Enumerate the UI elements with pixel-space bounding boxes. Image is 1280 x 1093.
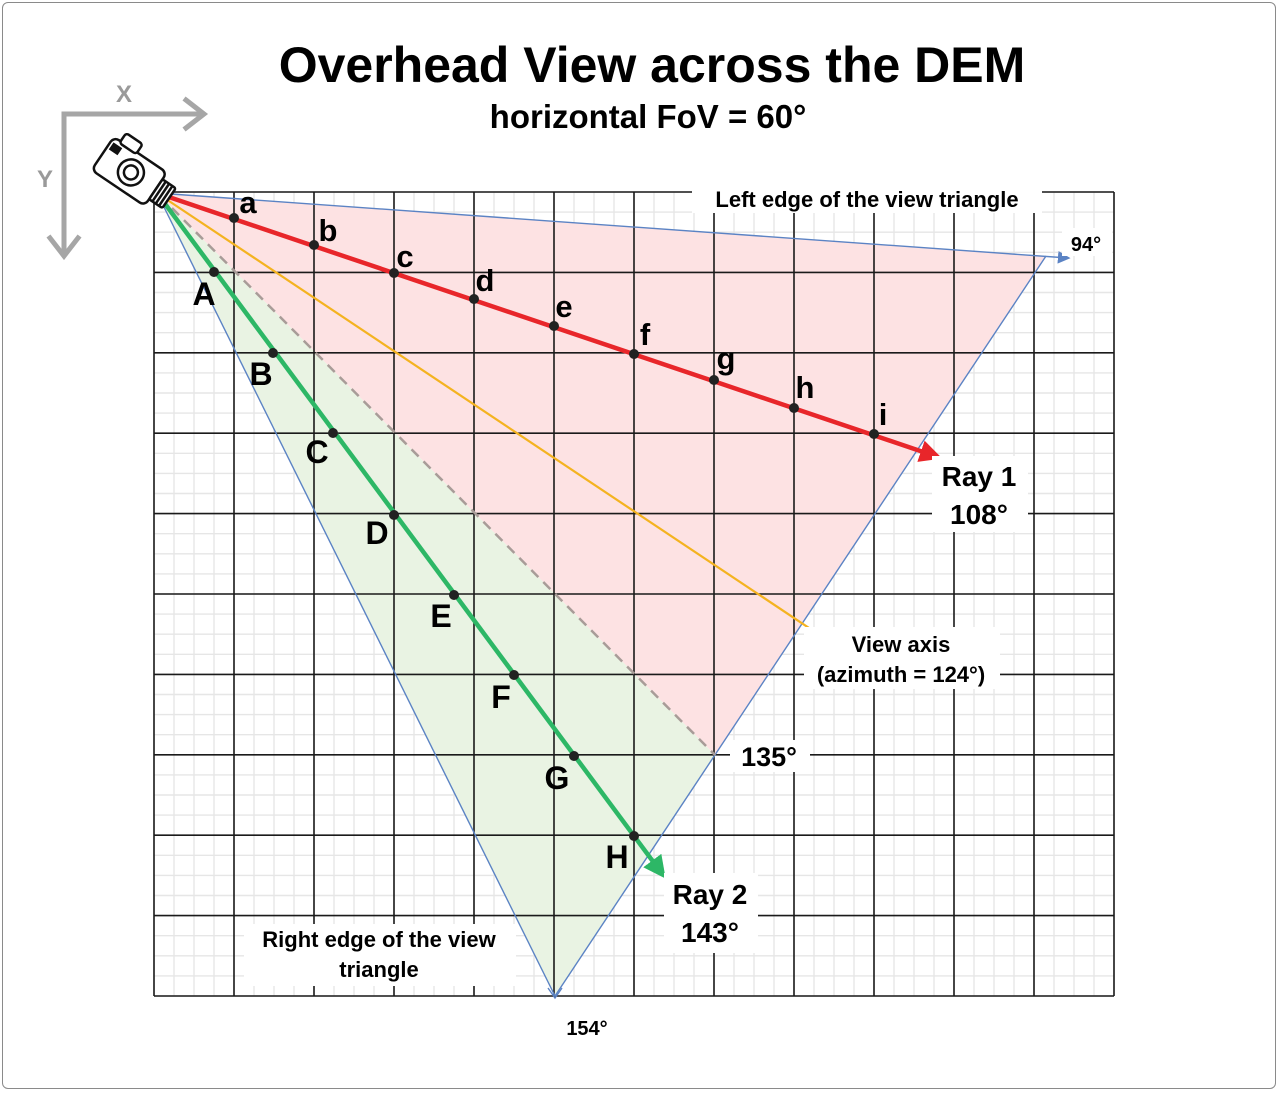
ray1-azimuth: 108° — [950, 499, 1008, 530]
ray2-label-B: B — [249, 356, 272, 392]
ray2-point-G — [569, 751, 579, 761]
ray2-label-D: D — [365, 515, 388, 551]
ray2-label-C: C — [305, 434, 328, 470]
ray2-point-F — [509, 670, 519, 680]
ray1-point-d — [469, 294, 479, 304]
ray2-label-H: H — [605, 839, 628, 875]
ray2-point-E — [449, 590, 459, 600]
view-axis-line — [156, 192, 833, 644]
ray2-line — [155, 191, 666, 879]
major-grid — [153, 191, 1115, 997]
ray2-point-D — [389, 510, 399, 520]
ray1-point-i — [869, 429, 879, 439]
y-axis-label: Y — [37, 166, 53, 193]
ray2-point-C — [328, 428, 338, 438]
ray2-point-B — [268, 348, 278, 358]
ray1-label-d: d — [476, 263, 495, 298]
ray1-label-h: h — [796, 370, 815, 405]
ray2-label-G: G — [545, 760, 570, 796]
x-axis-label: X — [116, 81, 132, 108]
right-edge-line — [156, 192, 556, 997]
ray2-point-A — [209, 267, 219, 277]
azimuth-135-bg — [730, 740, 810, 772]
camera-icon — [92, 132, 177, 209]
x-arrowhead — [182, 96, 209, 132]
ray2-label-A: A — [192, 276, 215, 312]
ray1-name: Ray 1 — [942, 461, 1017, 492]
diagram-title: Overhead View across the DEM — [279, 37, 1026, 93]
right-edge-arrowhead — [547, 987, 563, 1000]
ray2-label-bg — [664, 873, 758, 953]
left-edge-line — [156, 192, 1071, 264]
ray2-label-E: E — [430, 598, 451, 634]
view-axis-azimuth: (azimuth = 124°) — [817, 662, 985, 687]
ray1-label-f: f — [640, 317, 651, 352]
right-edge-label-line2: triangle — [339, 957, 418, 982]
ray1-point-e — [549, 321, 559, 331]
ray1-point-b — [309, 240, 319, 250]
ray1-points — [229, 213, 879, 439]
ray2-name: Ray 2 — [673, 879, 748, 910]
ray2-labels: A B C D E F G H — [192, 276, 628, 875]
ray2-label-F: F — [491, 679, 511, 715]
ray1-point-f — [629, 349, 639, 359]
ray2-point-H — [629, 831, 639, 841]
view-triangle-red-fill — [157, 193, 1046, 755]
right-edge-label-bg — [244, 924, 516, 986]
ray1-point-a — [229, 213, 239, 223]
ray1-point-h — [789, 403, 799, 413]
left-edge-label-bg — [692, 183, 1042, 213]
xy-axes-indicator — [46, 96, 209, 261]
azimuth-135-dashed-line — [159, 195, 716, 756]
azimuth-135-label: 135° — [741, 742, 797, 772]
view-axis-label: View axis — [852, 632, 951, 657]
ray1-line — [156, 190, 943, 462]
far-edge-line — [554, 255, 1047, 997]
left-edge-label: Left edge of the view triangle — [715, 187, 1018, 212]
ray2-azimuth: 143° — [681, 917, 739, 948]
ray1-point-c — [389, 268, 399, 278]
right-edge-label: Right edge of the view — [262, 927, 496, 952]
ray1-label-a: a — [239, 185, 257, 220]
ray1-point-g — [709, 375, 719, 385]
right-edge-azimuth: 154° — [566, 1018, 607, 1040]
left-edge-azimuth-bg — [1062, 228, 1112, 256]
ray1-label-b: b — [319, 213, 338, 248]
ray1-labels: a b c d e f g h i — [239, 185, 887, 432]
view-axis-label-bg — [804, 627, 1000, 689]
ray1-label-c: c — [396, 239, 413, 274]
diagram-subtitle: horizontal FoV = 60° — [490, 98, 807, 135]
ray1-label-bg — [932, 456, 1028, 532]
left-edge-azimuth: 94° — [1071, 234, 1101, 256]
y-arrowhead — [46, 234, 82, 261]
ray2-points — [209, 267, 639, 841]
ray1-label-e: e — [555, 289, 572, 324]
ray1-label-i: i — [879, 397, 888, 432]
ray1-label-g: g — [717, 341, 736, 376]
